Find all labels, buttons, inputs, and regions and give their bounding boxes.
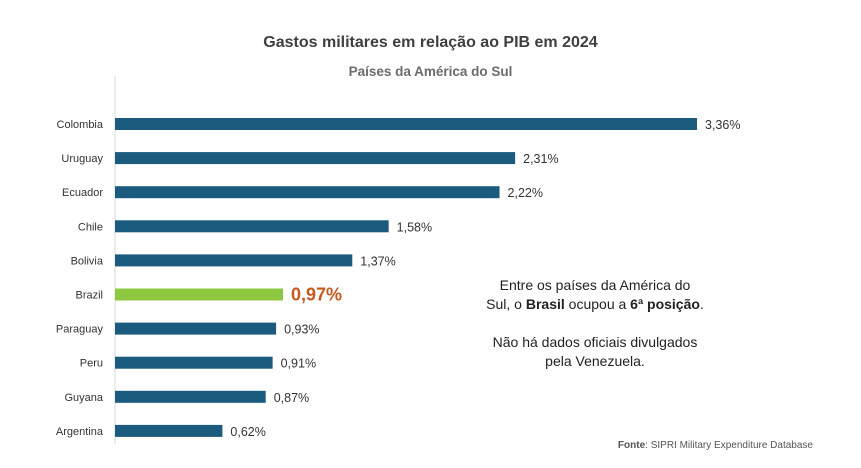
value-label-ecuador: 2,22% (508, 186, 543, 200)
category-label-ecuador: Ecuador (62, 187, 103, 199)
source-text: : SIPRI Military Expenditure Database (645, 440, 813, 451)
bar-brazil (115, 288, 284, 301)
chart-subtitle: Países da América do Sul (348, 64, 513, 79)
annotation-brasil: Brasil (525, 296, 565, 312)
value-label-argentina: 0,62% (230, 425, 265, 439)
category-label-bolivia: Bolivia (71, 255, 104, 267)
category-label-chile: Chile (78, 221, 103, 233)
value-label-paraguay: 0,93% (284, 323, 319, 337)
bar-uruguay (115, 152, 516, 165)
annotation-position: 6ª posição (630, 296, 700, 312)
category-label-brazil: Brazil (75, 290, 103, 302)
bar-bolivia (115, 254, 353, 267)
bar-guyana (115, 390, 266, 403)
source-label: Fonte (617, 440, 646, 451)
category-label-paraguay: Paraguay (56, 324, 104, 336)
category-label-uruguay: Uruguay (61, 153, 103, 165)
value-label-brazil: 0,97% (291, 285, 342, 305)
source-note: Fonte: SIPRI Military Expenditure Databa… (618, 440, 813, 451)
category-label-peru: Peru (80, 358, 103, 370)
value-label-uruguay: 2,31% (523, 152, 558, 166)
value-label-bolivia: 1,37% (360, 254, 395, 268)
category-label-guyana: Guyana (64, 392, 103, 404)
annotation-line-2: Sul, o Brasil ocupou a 6ª posição. (486, 296, 704, 312)
category-label-colombia: Colombia (57, 119, 104, 131)
bar-chile (115, 220, 389, 233)
chart-title: Gastos militares em relação ao PIB em 20… (263, 34, 598, 51)
bar-ecuador (115, 186, 500, 199)
value-label-peru: 0,91% (281, 357, 316, 371)
annotation-line-1: Entre os países da América do (499, 277, 691, 293)
category-label-argentina: Argentina (56, 426, 104, 438)
value-label-chile: 1,58% (397, 220, 432, 234)
bar-peru (115, 356, 273, 369)
bar-paraguay (115, 322, 277, 335)
bar-colombia (115, 118, 697, 130)
annotation-line-3: Não há dados oficiais divulgados (492, 334, 698, 350)
annotation-line-4: pela Venezuela. (545, 353, 645, 369)
annotation-note: Entre os países da América do Sul, o Bra… (440, 276, 750, 371)
bar-argentina (115, 424, 223, 437)
value-label-colombia: 3,36% (705, 118, 740, 132)
value-label-guyana: 0,87% (274, 391, 309, 405)
bars-layer: Colombia 3,36% Uruguay 2,31% Ecuador 2,22% Chi… (56, 118, 740, 439)
